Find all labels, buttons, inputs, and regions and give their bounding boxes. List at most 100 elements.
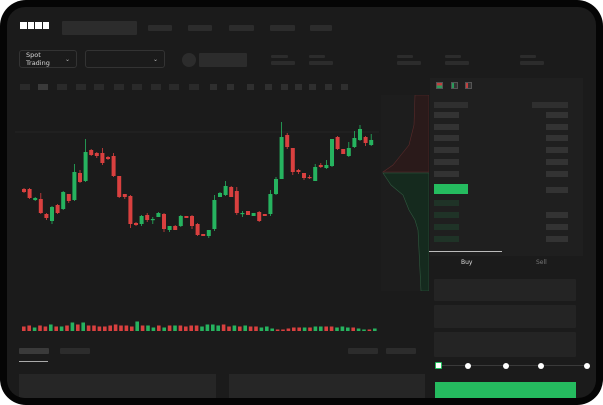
candle-body bbox=[296, 170, 301, 172]
timeframe-button[interactable] bbox=[132, 84, 142, 90]
timeframe-button[interactable] bbox=[20, 84, 30, 90]
candlestick-chart[interactable] bbox=[15, 95, 379, 335]
buy-tab-underline bbox=[429, 251, 502, 252]
timeframe-button[interactable] bbox=[76, 84, 86, 90]
slider-mark-50[interactable] bbox=[503, 363, 509, 369]
ask-amount bbox=[546, 187, 568, 193]
candle-body bbox=[94, 153, 99, 156]
candle-body bbox=[279, 137, 284, 179]
view-asks-icon[interactable] bbox=[465, 82, 472, 89]
drawing-tool-icon[interactable] bbox=[210, 84, 217, 90]
ask-amount bbox=[546, 124, 568, 130]
volume-bar bbox=[275, 329, 280, 331]
volume-bar bbox=[184, 326, 188, 331]
drawing-tool-icon[interactable] bbox=[325, 84, 332, 90]
search-bar[interactable] bbox=[62, 21, 137, 35]
price-input[interactable] bbox=[434, 279, 576, 301]
buy-button[interactable] bbox=[435, 382, 576, 398]
depth-chart bbox=[381, 95, 429, 291]
nav-item[interactable] bbox=[188, 25, 212, 31]
volume-bar bbox=[281, 329, 285, 331]
candle-body bbox=[38, 199, 43, 213]
volume-bar bbox=[81, 322, 85, 331]
nav-item[interactable] bbox=[148, 25, 172, 31]
volume-bar bbox=[103, 326, 107, 331]
slider-mark-100[interactable] bbox=[584, 363, 590, 369]
ask-price bbox=[434, 135, 459, 141]
candle-body bbox=[251, 213, 256, 216]
volume-bar bbox=[22, 326, 26, 331]
view-bids-icon[interactable] bbox=[451, 82, 458, 89]
volume-bar bbox=[238, 326, 242, 331]
timeframe-button[interactable] bbox=[57, 84, 67, 90]
candle-body bbox=[184, 216, 189, 218]
candle-body bbox=[173, 226, 178, 230]
drawing-tool-icon[interactable] bbox=[265, 84, 272, 90]
timeframe-button[interactable] bbox=[151, 84, 161, 90]
candle-body bbox=[206, 230, 211, 236]
slider-handle[interactable] bbox=[435, 362, 442, 369]
drawing-tool-icon[interactable] bbox=[295, 84, 302, 90]
slider-mark-75[interactable] bbox=[538, 363, 544, 369]
volume-bar bbox=[162, 327, 166, 331]
drawing-tool-icon[interactable] bbox=[341, 84, 348, 90]
slider-track[interactable] bbox=[439, 365, 587, 366]
slider-mark-25[interactable] bbox=[465, 363, 471, 369]
candle-body bbox=[246, 211, 250, 215]
volume-bar bbox=[173, 325, 177, 331]
volume-bar bbox=[243, 325, 247, 331]
candle-body bbox=[335, 137, 340, 149]
candle-body bbox=[341, 149, 346, 154]
candle-body bbox=[22, 189, 26, 192]
nav-item[interactable] bbox=[270, 25, 295, 31]
nav-item[interactable] bbox=[310, 25, 332, 31]
candle-body bbox=[313, 167, 318, 181]
filter-button[interactable] bbox=[386, 348, 416, 354]
timeframe-button[interactable] bbox=[189, 84, 199, 90]
volume-bar bbox=[319, 326, 323, 331]
column-header bbox=[532, 102, 568, 108]
filter-button[interactable] bbox=[348, 348, 378, 354]
drawing-tool-icon[interactable] bbox=[309, 84, 316, 90]
drawing-tool-icon[interactable] bbox=[247, 84, 254, 90]
coin-icon bbox=[182, 53, 196, 67]
candle-body bbox=[122, 194, 127, 197]
drawing-tool-icon[interactable] bbox=[281, 84, 288, 90]
volume-bar bbox=[302, 327, 307, 331]
volume-bar bbox=[178, 325, 183, 331]
timeframe-button[interactable] bbox=[94, 84, 104, 90]
volume-bar bbox=[54, 326, 58, 331]
candle-body bbox=[223, 186, 228, 195]
volume-bar bbox=[351, 327, 355, 331]
timeframe-button[interactable] bbox=[38, 84, 48, 90]
candle-body bbox=[324, 165, 329, 168]
pair-dropdown[interactable]: ⌄ bbox=[85, 50, 165, 68]
tab-order-history[interactable] bbox=[60, 348, 90, 354]
volume-bar bbox=[140, 325, 145, 331]
tab-buy[interactable]: Buy bbox=[461, 259, 473, 266]
drawing-tool-icon[interactable] bbox=[227, 84, 234, 90]
volume-bar bbox=[189, 325, 193, 331]
volume-bar bbox=[286, 328, 291, 331]
total-input[interactable] bbox=[434, 332, 576, 357]
candle-body bbox=[162, 214, 166, 229]
volume-bar bbox=[254, 326, 258, 331]
volume-bar bbox=[362, 329, 366, 331]
market-type-dropdown[interactable]: Spot Trading ⌄ bbox=[19, 50, 77, 68]
view-both-icon[interactable] bbox=[436, 82, 443, 89]
timeframe-button[interactable] bbox=[114, 84, 124, 90]
bid-price bbox=[434, 236, 459, 242]
amount-input[interactable] bbox=[434, 305, 576, 328]
volume-bar bbox=[113, 324, 118, 331]
tab-open-orders[interactable] bbox=[19, 348, 49, 354]
candle-body bbox=[50, 207, 54, 221]
chevron-down-icon: ⌄ bbox=[64, 55, 70, 63]
candle-body bbox=[78, 173, 82, 182]
ask-amount bbox=[546, 171, 568, 177]
timeframe-button[interactable] bbox=[169, 84, 179, 90]
market-type-label: Spot Trading bbox=[26, 51, 50, 67]
nav-item[interactable] bbox=[229, 25, 254, 31]
bid-amount bbox=[546, 212, 568, 218]
tab-sell[interactable]: Sell bbox=[536, 259, 547, 266]
